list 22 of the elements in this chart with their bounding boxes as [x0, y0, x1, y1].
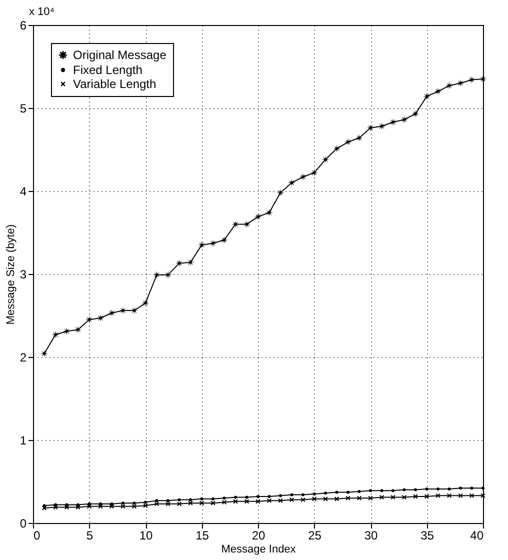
- legend-label: Fixed Length: [73, 63, 142, 77]
- x-tick-label: 30: [364, 528, 378, 542]
- y-tick-label: 6: [20, 18, 27, 32]
- x-tick-label: 35: [420, 528, 434, 542]
- y-tick-label: 4: [20, 184, 27, 198]
- y-tick-label: 5: [20, 102, 27, 116]
- y-tick-label: 3: [20, 268, 27, 282]
- y-tick-label: 2: [20, 350, 27, 364]
- x-tick-label: 25: [308, 528, 322, 542]
- x-tick-label: 15: [196, 528, 210, 542]
- legend-label: Variable Length: [73, 77, 156, 91]
- x-tick-label: 5: [86, 528, 94, 542]
- y-tick-label: 1: [20, 434, 27, 448]
- x-tick-label: 40: [470, 528, 484, 542]
- text: x 10⁴: [29, 6, 55, 18]
- y-axis-title: Message Size (byte): [4, 224, 17, 325]
- x-axis-title: Message Index: [221, 544, 296, 556]
- x-tick-label: 20: [252, 528, 266, 542]
- x-tick-label: 10: [139, 528, 153, 542]
- y-tick-label: 0: [20, 516, 27, 530]
- x-tick-label: 0: [34, 528, 40, 542]
- legend-label: Original Message: [73, 48, 167, 62]
